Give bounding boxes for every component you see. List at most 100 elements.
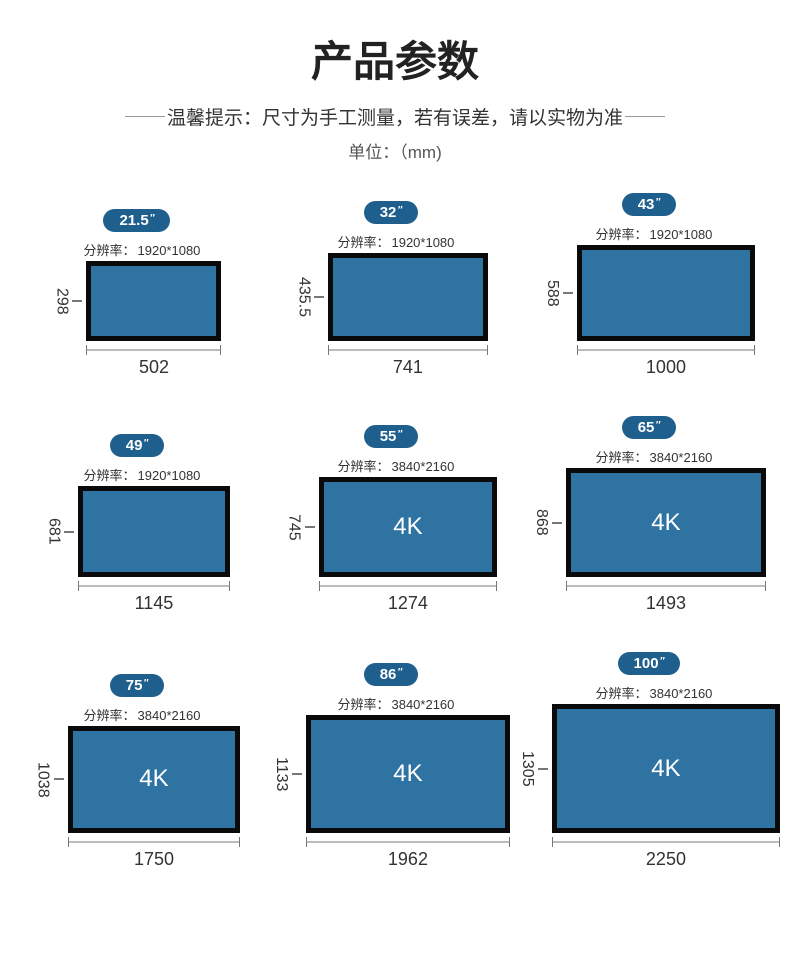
resolution-label: 分辨率： [84, 465, 136, 484]
vertical-bar-icon [72, 300, 82, 302]
height-value: 868 [532, 509, 550, 536]
spec-grid: 21.5″分辨率：1920*108029850232″分辨率：1920*1080… [0, 171, 790, 870]
horizontal-bar-icon [552, 837, 780, 847]
cell-content: 分辨率：1920*1080435.5741 [294, 232, 487, 378]
vertical-bar-icon [552, 522, 562, 524]
resolution-value: 1920*1080 [138, 243, 201, 258]
dimension-figure: 1038 4K 1750 [34, 726, 241, 870]
horizontal-bar-icon [86, 345, 221, 355]
size-badge: 21.5″ [103, 209, 170, 232]
spec-cell: 55″ 分辨率：3840*2160 745 4K 1274 [264, 416, 518, 614]
dimension-figure: 588 1000 [543, 245, 755, 378]
resolution-value: 1920*1080 [138, 468, 201, 483]
width-value: 1000 [646, 357, 686, 378]
width-value: 1493 [646, 593, 686, 614]
height-value: 745 [285, 514, 303, 541]
width-value: 1750 [134, 849, 174, 870]
resolution-value: 3840*2160 [138, 708, 201, 723]
size-value: 49 [126, 438, 143, 453]
screen-rect: 4K [566, 468, 766, 577]
width-value: 741 [393, 357, 423, 378]
height-value: 1038 [34, 762, 52, 798]
cell-content: 分辨率：3840*216011334K1962 [272, 694, 510, 870]
subtitle-text: 温馨提示：尺寸为手工测量，若有误差，请以实物为准 [165, 103, 625, 130]
spec-cell: 43″ 分辨率：1920*1080 588 1000 [518, 193, 780, 378]
horizontal-bar-icon [566, 581, 766, 591]
size-badge: 75″ [110, 674, 164, 697]
dimension-figure: 435.5 741 [294, 253, 487, 378]
fourk-label: 4K [393, 760, 422, 788]
fourk-label: 4K [651, 509, 680, 537]
spec-cell: 32″分辨率：1920*1080435.5741 [264, 193, 518, 378]
cell-content: 分辨率：1920*1080 588 1000 [543, 224, 755, 378]
screen-rect: 4K [552, 704, 780, 833]
resolution-value: 3840*2160 [391, 459, 454, 474]
resolution-row: 分辨率：3840*2160 [295, 456, 497, 475]
size-value: 43 [638, 197, 655, 212]
horizontal-measure: 1493 [566, 577, 766, 614]
width-value: 1274 [388, 593, 428, 614]
inch-mark: ″ [655, 198, 660, 208]
size-value: 86 [380, 667, 397, 682]
size-value: 75 [126, 678, 143, 693]
inch-mark: ″ [655, 421, 660, 431]
vertical-bar-icon [314, 296, 324, 298]
inch-mark: ″ [143, 679, 148, 689]
dimension-figure: 868 4K 1493 [532, 468, 766, 614]
size-value: 55 [380, 429, 397, 444]
height-value: 298 [52, 288, 70, 315]
dimension-figure: 298 502 [52, 261, 221, 378]
vertical-measure: 1305 [518, 704, 552, 833]
inch-mark: ″ [397, 668, 402, 678]
size-value: 32 [380, 205, 397, 220]
horizontal-measure: 1000 [577, 341, 755, 378]
resolution-label: 分辨率： [337, 694, 389, 713]
height-value: 588 [543, 280, 561, 307]
dimension-figure: 13054K 2250 [518, 704, 780, 870]
vertical-measure: 435.5 [294, 253, 328, 341]
fourk-label: 4K [139, 765, 168, 793]
width-value: 2250 [646, 849, 686, 870]
spec-cell: 75″ 分辨率：3840*2160 1038 4K 1750 [10, 652, 264, 870]
inch-mark: ″ [397, 206, 402, 216]
resolution-value: 1920*1080 [391, 235, 454, 250]
vertical-bar-icon [563, 292, 573, 294]
resolution-value: 3840*2160 [650, 450, 713, 465]
divider-left [125, 116, 165, 117]
size-badge: 65″ [622, 416, 676, 439]
horizontal-measure: 502 [86, 341, 221, 378]
resolution-label: 分辨率： [84, 705, 136, 724]
divider-right [625, 116, 665, 117]
vertical-bar-icon [305, 526, 315, 528]
header: 产品参数 温馨提示：尺寸为手工测量，若有误差，请以实物为准 单位：（mm) [0, 0, 790, 171]
vertical-bar-icon [538, 768, 548, 770]
horizontal-bar-icon [319, 581, 497, 591]
cell-content: 分辨率：3840*21608684K1493 [532, 447, 766, 614]
size-badge: 100″ [618, 652, 681, 675]
resolution-label: 分辨率： [84, 240, 136, 259]
vertical-measure: 681 [44, 486, 78, 577]
resolution-value: 1920*1080 [650, 227, 713, 242]
horizontal-measure: 1145 [78, 577, 229, 614]
resolution-value: 3840*2160 [391, 697, 454, 712]
unit-label: 单位：（mm) [0, 138, 790, 163]
screen-rect [86, 261, 221, 341]
resolution-label: 分辨率： [595, 224, 647, 243]
screen-rect [78, 486, 229, 577]
spec-cell: 65″分辨率：3840*21608684K1493 [518, 416, 780, 614]
cell-content: 分辨率：3840*2160 745 4K 1274 [285, 456, 497, 614]
horizontal-bar-icon [577, 345, 755, 355]
fourk-label: 4K [393, 513, 422, 541]
resolution-row: 分辨率：1920*1080 [553, 224, 755, 243]
resolution-row: 分辨率：1920*1080 [54, 465, 229, 484]
resolution-row: 分辨率：1920*1080 [62, 240, 221, 259]
screen-rect [328, 253, 487, 341]
horizontal-bar-icon [68, 837, 241, 847]
spec-cell: 100″分辨率：3840*216013054K2250 [518, 652, 780, 870]
size-badge: 55″ [364, 425, 418, 448]
screen-rect [577, 245, 755, 341]
inch-mark: ″ [143, 439, 148, 449]
vertical-bar-icon [54, 778, 64, 780]
vertical-measure: 1038 [34, 726, 68, 833]
height-value: 681 [44, 518, 62, 545]
